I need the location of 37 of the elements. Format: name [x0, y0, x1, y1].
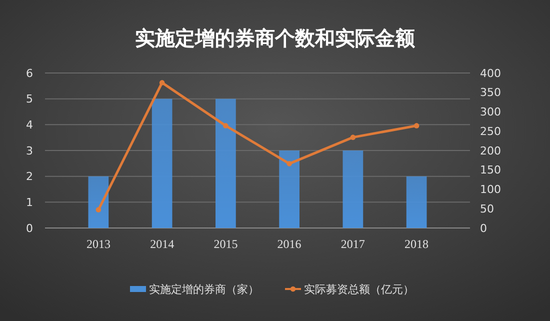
x-tick-label: 2014 — [150, 237, 174, 251]
y2-tick-label: 400 — [480, 66, 501, 80]
y2-tick-label: 250 — [480, 124, 501, 138]
bar — [406, 176, 427, 228]
y-tick-label: 2 — [26, 170, 33, 184]
y2-tick-label: 350 — [480, 86, 501, 100]
x-tick-label: 2015 — [214, 237, 238, 251]
chart-title: 实施定增的券商个数和实际金额 — [135, 26, 416, 50]
point — [159, 80, 165, 86]
point — [286, 161, 292, 166]
bar — [279, 150, 300, 228]
y-tick-label: 6 — [26, 66, 33, 80]
y2-tick-label: 0 — [480, 222, 487, 235]
bar — [342, 150, 364, 228]
x-tick-label: 2013 — [86, 237, 110, 251]
bar — [88, 176, 109, 228]
y-tick-label: 4 — [26, 118, 33, 132]
y2-tick-label: 50 — [480, 202, 494, 216]
legend-label: 实际募资总额（亿元） — [304, 282, 414, 296]
y-tick-label: 0 — [26, 222, 33, 235]
x-tick-label: 2017 — [340, 237, 365, 251]
legend-label: 实施定增的券商（家） — [149, 282, 259, 296]
y2-tick-label: 100 — [480, 183, 501, 196]
bar — [216, 98, 236, 228]
y2-tick-label: 150 — [480, 164, 501, 177]
bar — [152, 98, 172, 228]
point — [414, 123, 420, 128]
x-tick-label: 2016 — [277, 237, 302, 251]
point — [96, 207, 102, 212]
y-tick-label: 3 — [26, 144, 33, 158]
y2-tick-label: 200 — [480, 144, 501, 158]
y2-tick-label: 300 — [480, 106, 501, 119]
point — [350, 134, 356, 140]
y-tick-label: 1 — [26, 196, 33, 210]
point — [223, 123, 228, 128]
y-tick-label: 5 — [26, 92, 33, 106]
x-tick-label: 2018 — [404, 237, 429, 251]
